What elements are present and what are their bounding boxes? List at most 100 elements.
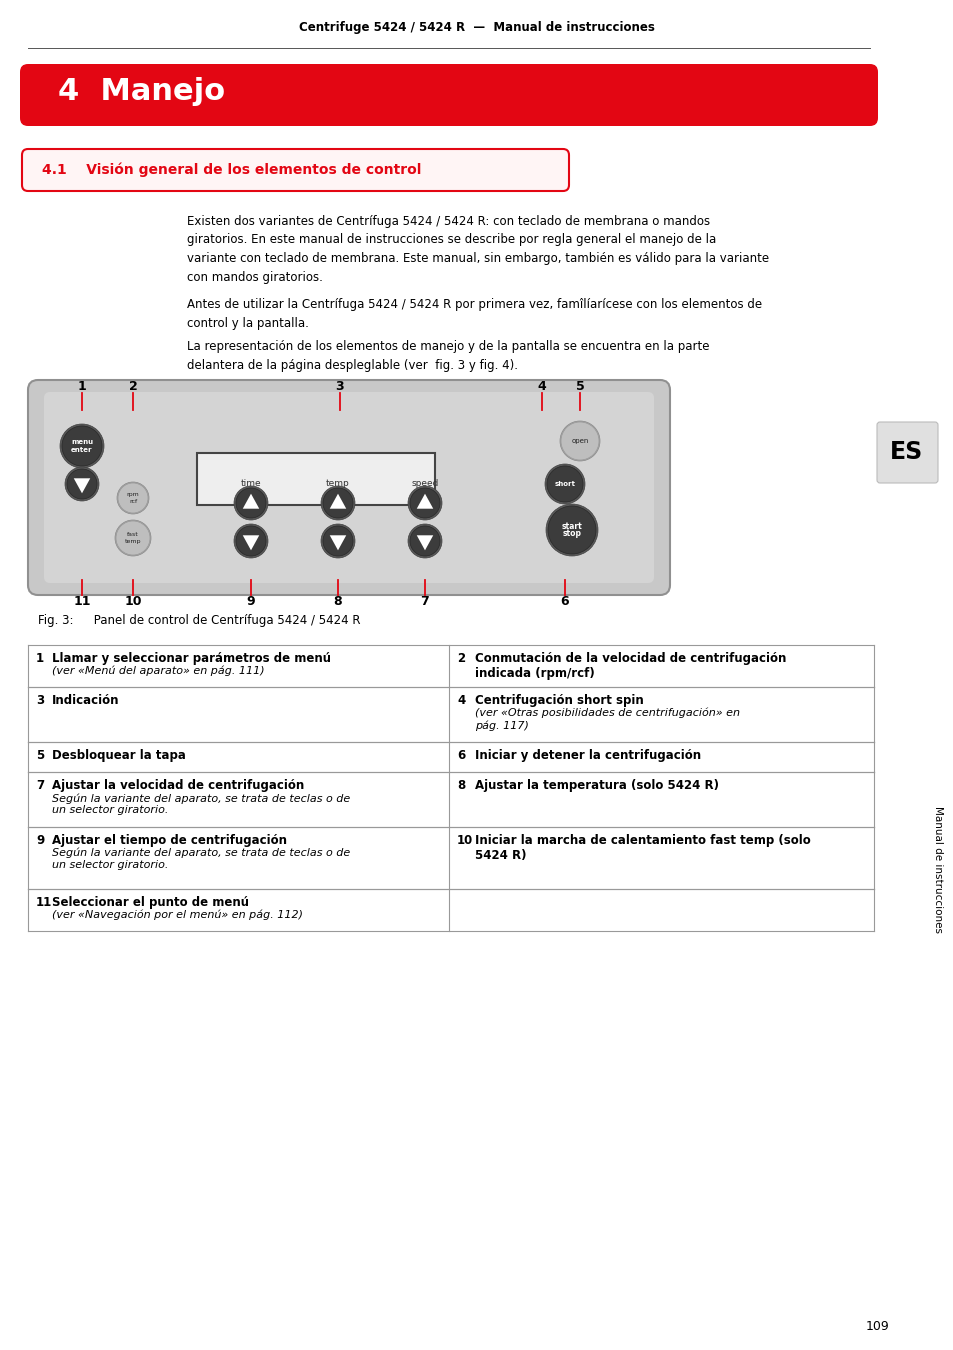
Text: 8: 8 xyxy=(334,595,342,608)
Text: time: time xyxy=(240,478,261,487)
Text: Fig. 3:: Fig. 3: xyxy=(38,614,73,626)
Circle shape xyxy=(116,521,150,555)
Polygon shape xyxy=(330,494,346,509)
FancyBboxPatch shape xyxy=(28,379,669,595)
Text: short: short xyxy=(554,481,575,487)
Text: 4.1    Visión general de los elementos de control: 4.1 Visión general de los elementos de c… xyxy=(42,163,421,177)
Text: 4: 4 xyxy=(537,379,546,393)
Text: 11: 11 xyxy=(73,595,91,608)
FancyBboxPatch shape xyxy=(20,63,877,126)
Text: rpm: rpm xyxy=(127,491,139,497)
Text: 2: 2 xyxy=(456,652,465,666)
Text: 5: 5 xyxy=(36,749,44,761)
Text: Ajustar la velocidad de centrifugación: Ajustar la velocidad de centrifugación xyxy=(52,779,304,792)
Text: 1: 1 xyxy=(36,652,44,666)
Polygon shape xyxy=(242,536,259,551)
Text: stop: stop xyxy=(562,529,581,539)
Text: Centrifuge 5424 / 5424 R  —  Manual de instrucciones: Centrifuge 5424 / 5424 R — Manual de ins… xyxy=(298,22,655,35)
Circle shape xyxy=(320,524,355,558)
Text: Desbloquear la tapa: Desbloquear la tapa xyxy=(52,749,186,761)
Circle shape xyxy=(560,423,598,460)
Circle shape xyxy=(233,524,268,558)
Circle shape xyxy=(60,424,104,468)
Circle shape xyxy=(323,487,353,518)
Text: Según la variante del aparato, se trata de teclas o de
un selector giratorio.: Según la variante del aparato, se trata … xyxy=(52,792,350,815)
Circle shape xyxy=(117,482,149,514)
Text: 11: 11 xyxy=(36,896,52,909)
Circle shape xyxy=(410,526,439,556)
Circle shape xyxy=(115,520,151,556)
Text: 7: 7 xyxy=(420,595,429,608)
FancyBboxPatch shape xyxy=(876,423,937,483)
Text: speed: speed xyxy=(411,478,438,487)
Polygon shape xyxy=(416,536,433,551)
Text: start: start xyxy=(561,522,581,531)
Text: rcf: rcf xyxy=(129,500,137,504)
Text: Iniciar y detener la centrifugación: Iniciar y detener la centrifugación xyxy=(475,749,700,761)
Text: (ver «Menú del aparato» en pág. 111): (ver «Menú del aparato» en pág. 111) xyxy=(52,666,264,676)
Text: 3: 3 xyxy=(335,379,344,393)
Bar xyxy=(196,454,435,505)
Text: 3: 3 xyxy=(36,694,44,707)
Text: Indicación: Indicación xyxy=(52,694,119,707)
Circle shape xyxy=(67,468,97,500)
Circle shape xyxy=(320,486,355,520)
Text: 9: 9 xyxy=(247,595,255,608)
Text: open: open xyxy=(571,437,588,444)
Text: 109: 109 xyxy=(865,1320,889,1334)
Text: enter: enter xyxy=(71,447,92,452)
Text: Antes de utilizar la Centrífuga 5424 / 5424 R por primera vez, famîlíarícese con: Antes de utilizar la Centrífuga 5424 / 5… xyxy=(187,298,761,329)
Text: temp: temp xyxy=(326,478,350,487)
Text: ES: ES xyxy=(889,440,923,464)
Text: Seleccionar el punto de menú: Seleccionar el punto de menú xyxy=(52,896,249,909)
Text: 4: 4 xyxy=(456,694,465,707)
Circle shape xyxy=(410,487,439,518)
Text: 5: 5 xyxy=(575,379,584,393)
Circle shape xyxy=(62,427,102,466)
Text: Ajustar el tiempo de centrifugación: Ajustar el tiempo de centrifugación xyxy=(52,834,287,846)
Text: 4  Manejo: 4 Manejo xyxy=(58,77,225,105)
Circle shape xyxy=(408,486,441,520)
Circle shape xyxy=(65,467,99,501)
Text: Existen dos variantes de Centrífuga 5424 / 5424 R: con teclado de membrana o man: Existen dos variantes de Centrífuga 5424… xyxy=(187,215,768,284)
Text: Centrifugación short spin: Centrifugación short spin xyxy=(475,694,643,707)
Text: Llamar y seleccionar parámetros de menú: Llamar y seleccionar parámetros de menú xyxy=(52,652,331,666)
Circle shape xyxy=(118,483,148,513)
Text: menu: menu xyxy=(71,440,93,446)
Text: Ajustar la temperatura (solo 5424 R): Ajustar la temperatura (solo 5424 R) xyxy=(475,779,719,792)
Circle shape xyxy=(408,524,441,558)
Polygon shape xyxy=(242,494,259,509)
Text: 2: 2 xyxy=(129,379,137,393)
Text: Manual de instrucciones: Manual de instrucciones xyxy=(932,806,942,933)
FancyBboxPatch shape xyxy=(22,148,568,190)
Text: 9: 9 xyxy=(36,834,44,846)
Text: 1: 1 xyxy=(77,379,87,393)
Text: (ver «Navegación por el menú» en pág. 112): (ver «Navegación por el menú» en pág. 11… xyxy=(52,910,303,921)
Text: La representación de los elementos de manejo y de la pantalla se encuentra en la: La representación de los elementos de ma… xyxy=(187,340,709,371)
Text: 10: 10 xyxy=(124,595,142,608)
Text: 6: 6 xyxy=(456,749,465,761)
Circle shape xyxy=(233,486,268,520)
Text: 7: 7 xyxy=(36,779,44,792)
Text: Panel de control de Centrífuga 5424 / 5424 R: Panel de control de Centrífuga 5424 / 54… xyxy=(75,614,360,626)
FancyBboxPatch shape xyxy=(44,392,654,583)
Polygon shape xyxy=(416,494,433,509)
Circle shape xyxy=(323,526,353,556)
Text: Según la variante del aparato, se trata de teclas o de
un selector giratorio.: Según la variante del aparato, se trata … xyxy=(52,848,350,871)
Circle shape xyxy=(545,504,598,556)
Text: fast: fast xyxy=(127,532,139,537)
Text: 6: 6 xyxy=(560,595,569,608)
Text: 8: 8 xyxy=(456,779,465,792)
Circle shape xyxy=(544,464,584,504)
Circle shape xyxy=(546,466,582,502)
Circle shape xyxy=(547,506,596,554)
Text: Conmutación de la velocidad de centrifugación
indicada (rpm/rcf): Conmutación de la velocidad de centrifug… xyxy=(475,652,785,680)
Circle shape xyxy=(235,487,266,518)
Text: 10: 10 xyxy=(456,834,473,846)
Circle shape xyxy=(559,421,599,460)
Circle shape xyxy=(235,526,266,556)
Text: temp: temp xyxy=(125,539,141,544)
Text: Iniciar la marcha de calentamiento fast temp (solo
5424 R): Iniciar la marcha de calentamiento fast … xyxy=(475,834,810,863)
Polygon shape xyxy=(73,478,91,493)
Text: (ver «Otras posibilidades de centrifugación» en
pág. 117): (ver «Otras posibilidades de centrifugac… xyxy=(475,707,740,730)
